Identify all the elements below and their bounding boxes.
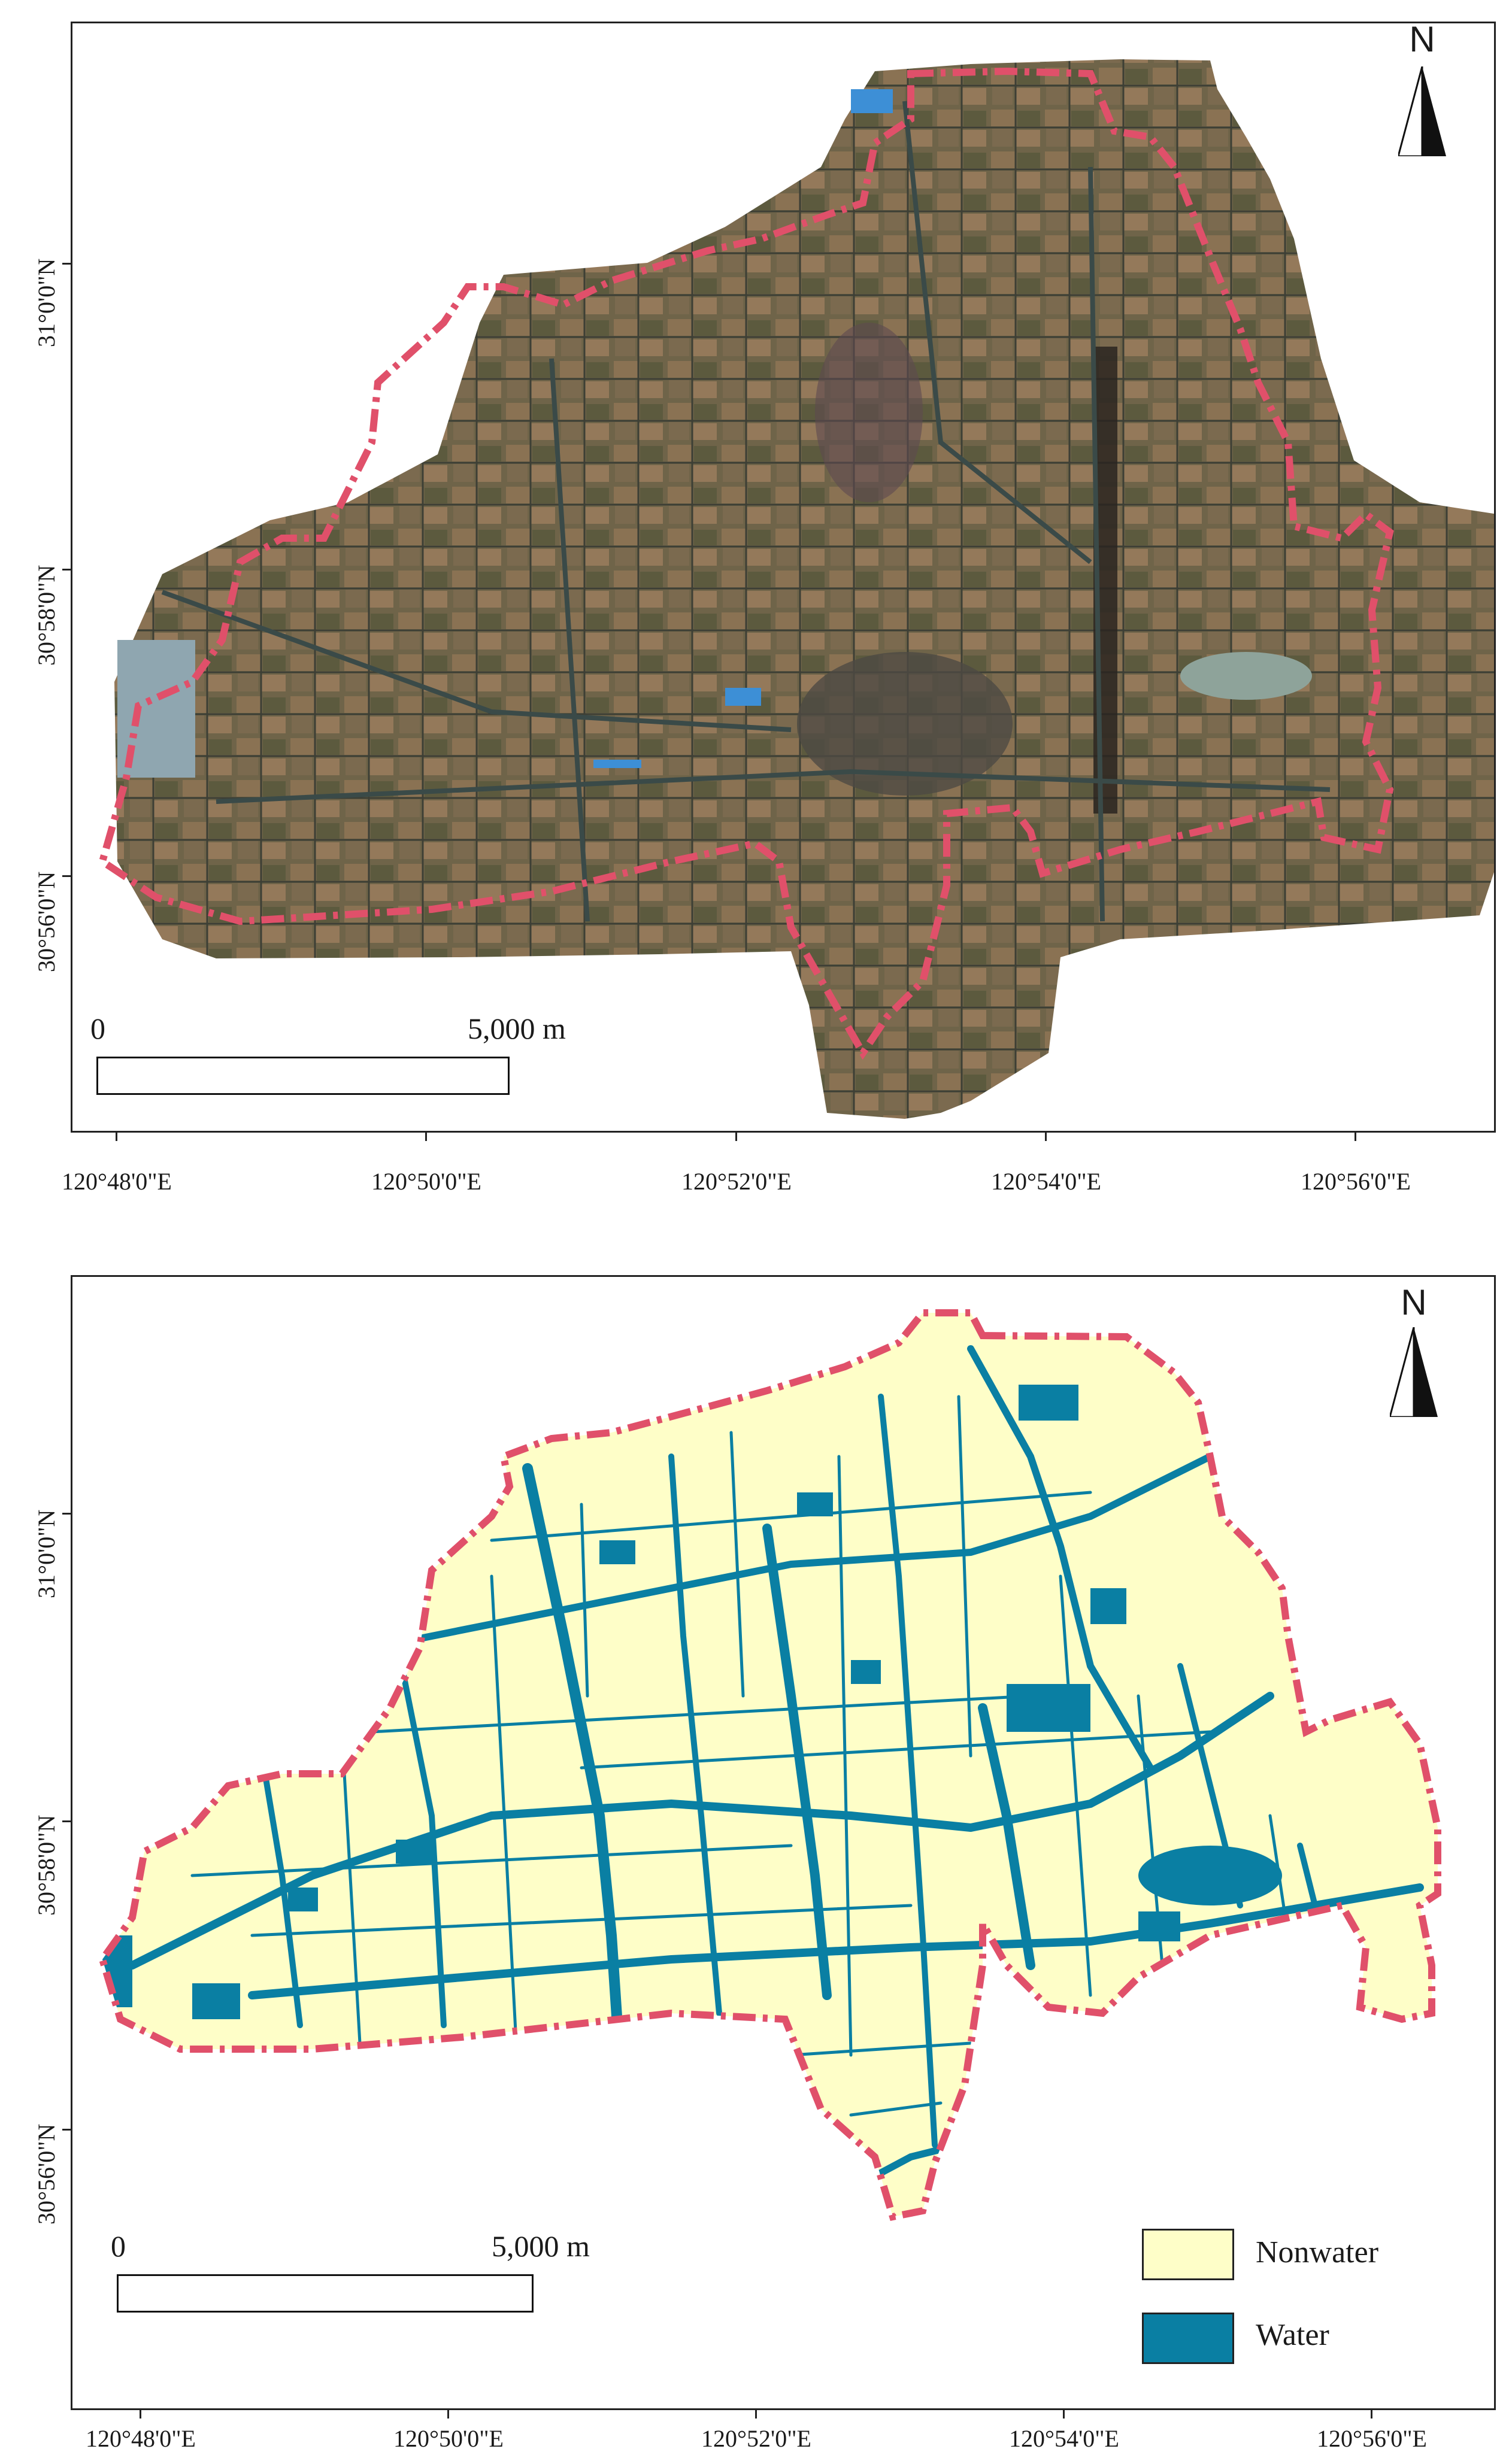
- lat-tick: [62, 263, 71, 265]
- lat-tick: [62, 569, 71, 571]
- lat-label-30-58: 30°58'0"N: [33, 1814, 60, 1916]
- lon-tick: [735, 1133, 737, 1141]
- legend-label-nonwater: Nonwater: [1256, 2235, 1379, 2269]
- lon-label-120-54: 120°54'0"E: [1009, 2425, 1119, 2452]
- scale-start-label: 0: [111, 2229, 126, 2263]
- lat-tick: [62, 1820, 71, 1822]
- lat-tick: [62, 2129, 71, 2131]
- scale-bar: [117, 2274, 534, 2313]
- lat-tick: [62, 1513, 71, 1515]
- lon-tick: [447, 2410, 449, 2419]
- lon-label-120-56: 120°56'0"E: [1317, 2425, 1427, 2452]
- lon-label-120-52: 120°52'0"E: [701, 2425, 811, 2452]
- lon-label-120-56: 120°56'0"E: [1301, 1168, 1411, 1195]
- lon-tick: [425, 1133, 427, 1141]
- legend-label-water: Water: [1256, 2318, 1329, 2352]
- lat-label-31-0: 31°0'0"N: [33, 1509, 60, 1598]
- lat-tick: [62, 875, 71, 877]
- lon-tick: [1045, 1133, 1047, 1141]
- lat-label-30-58: 30°58'0"N: [33, 565, 60, 666]
- legend-swatch-water: [1142, 2313, 1234, 2364]
- lat-label-31-0: 31°0'0"N: [33, 258, 60, 347]
- legend-swatch-nonwater: [1142, 2229, 1234, 2280]
- study-area-boundary: [98, 1309, 1441, 2221]
- lat-label-30-56: 30°56'0"N: [33, 2123, 60, 2225]
- lon-label-120-52: 120°52'0"E: [681, 1168, 792, 1195]
- lon-tick: [755, 2410, 757, 2419]
- lat-label-30-56: 30°56'0"N: [33, 871, 60, 972]
- lake: [1180, 652, 1312, 700]
- lon-tick: [116, 1133, 117, 1141]
- aerial-imagery: [114, 59, 1494, 1119]
- lon-tick: [1355, 1133, 1356, 1141]
- lon-label-120-48: 120°48'0"E: [86, 2425, 196, 2452]
- north-arrow-icon: [1390, 1327, 1438, 1417]
- north-arrow-icon: [1398, 66, 1446, 156]
- study-area-boundary: [98, 67, 1394, 1060]
- lon-label-120-50: 120°50'0"E: [371, 1168, 481, 1195]
- lon-tick: [140, 2410, 141, 2419]
- water-map-frame: N 0 5,000 m Nonwater Water: [71, 1275, 1496, 2410]
- lon-tick: [1063, 2410, 1065, 2419]
- scale-start-label: 0: [90, 1012, 105, 1045]
- lon-tick: [1371, 2410, 1372, 2419]
- lon-label-120-50: 120°50'0"E: [393, 2425, 504, 2452]
- scale-end-label: 5,000 m: [468, 1012, 566, 1045]
- scale-bar: [96, 1057, 510, 1095]
- lon-label-120-54: 120°54'0"E: [991, 1168, 1101, 1195]
- north-label: N: [1409, 22, 1435, 59]
- aerial-map-frame: N 0 5,000 m: [71, 22, 1496, 1133]
- aerial-map-canvas: [98, 59, 1494, 1119]
- north-label: N: [1401, 1282, 1427, 1322]
- water-features: [128, 1345, 1424, 2208]
- canal-network: [161, 101, 1331, 922]
- village-area: [815, 323, 923, 502]
- water-map-canvas: [98, 1309, 1441, 2221]
- lon-label-120-48: 120°48'0"E: [62, 1168, 172, 1195]
- blue-roofs: [851, 89, 893, 113]
- town-area: [797, 652, 1013, 796]
- scale-end-label: 5,000 m: [492, 2229, 590, 2263]
